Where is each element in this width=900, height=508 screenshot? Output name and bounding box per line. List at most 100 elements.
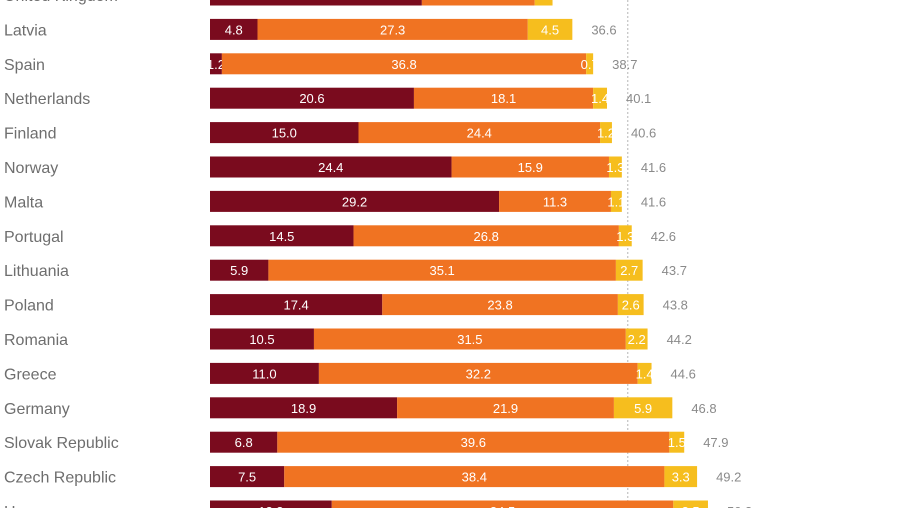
bar-segment-series-2 xyxy=(284,466,665,488)
bar-segment-series-3 xyxy=(534,0,553,6)
total-value-label: 41.6 xyxy=(641,160,666,175)
bar-segment-series-2 xyxy=(331,500,674,508)
segment-value-label: 3.5 xyxy=(682,504,700,508)
total-value-label: 49.2 xyxy=(716,470,741,485)
bar-segment-series-2 xyxy=(268,259,616,281)
category-label: Hungary xyxy=(4,504,64,508)
bar-segment-series-2 xyxy=(499,190,611,212)
bar-segment-series-1 xyxy=(210,225,354,247)
segment-value-label: 7.5 xyxy=(238,470,256,485)
total-value-label: 50.3 xyxy=(727,504,752,508)
segment-value-label: 23.8 xyxy=(487,298,512,313)
segment-value-label: 18.9 xyxy=(291,401,316,416)
segment-value-label: 10.5 xyxy=(249,332,274,347)
bar-segment-series-3 xyxy=(610,190,622,212)
segment-value-label: 5.9 xyxy=(634,401,652,416)
total-value-label: 36.6 xyxy=(591,22,616,37)
category-label: Norway xyxy=(4,160,58,177)
bar-segment-series-1 xyxy=(210,466,285,488)
segment-value-label: 24.4 xyxy=(318,160,343,175)
bar-segment-series-1 xyxy=(210,294,383,316)
total-value-label: 44.2 xyxy=(667,332,692,347)
bar-segment-series-2 xyxy=(318,362,638,384)
bar-segment-series-1 xyxy=(210,87,414,109)
segment-value-label: 4.8 xyxy=(225,22,243,37)
segment-value-label: 1.1 xyxy=(607,194,625,209)
category-label: Finland xyxy=(4,126,56,143)
total-value-label: 42.6 xyxy=(651,229,676,244)
category-label: Romania xyxy=(4,332,68,349)
total-value-label: 40.1 xyxy=(626,91,651,106)
segment-value-label: 1.4 xyxy=(591,91,609,106)
category-label: Spain xyxy=(4,57,45,74)
bar-segment-series-1 xyxy=(210,259,269,281)
segment-value-label: 17.4 xyxy=(283,298,308,313)
category-label: Czech Republic xyxy=(4,470,116,487)
category-label: Lithuania xyxy=(4,263,69,280)
category-label: Portugal xyxy=(4,229,64,246)
bar-segment-series-3 xyxy=(617,294,644,316)
segment-value-label: 21.9 xyxy=(493,401,518,416)
segment-value-label: 2.2 xyxy=(628,332,646,347)
bar-segment-series-1 xyxy=(210,397,398,419)
segment-value-label: 11.0 xyxy=(252,366,276,381)
segment-value-label: 2.6 xyxy=(622,298,640,313)
segment-value-label: 0.7 xyxy=(581,57,599,72)
segment-value-label: 20.6 xyxy=(299,91,324,106)
bar-segment-series-3 xyxy=(586,53,594,75)
segment-value-label: 38.4 xyxy=(462,470,487,485)
segment-value-label: 14.5 xyxy=(269,229,294,244)
segment-value-label: 36.8 xyxy=(391,57,416,72)
bar-segment-series-1 xyxy=(210,500,332,508)
bar-segment-series-2 xyxy=(451,156,609,178)
segment-value-label: 15.0 xyxy=(272,126,297,141)
segment-value-label: 1.3 xyxy=(616,229,634,244)
total-value-label: 44.6 xyxy=(671,366,696,381)
bar-segment-series-1 xyxy=(210,18,258,40)
segment-value-label: 27.3 xyxy=(380,22,405,37)
bar-segment-series-1 xyxy=(210,431,278,453)
bar-segment-series-3 xyxy=(615,259,643,281)
bar-segment-series-3 xyxy=(527,18,573,40)
category-label: Poland xyxy=(4,298,54,315)
segment-value-label: 1.2 xyxy=(207,57,225,72)
segment-value-label: 26.8 xyxy=(474,229,499,244)
segment-value-label: 3.3 xyxy=(672,470,690,485)
bar-segment-series-2 xyxy=(421,0,535,6)
bar-segment-series-3 xyxy=(625,328,648,350)
total-value-label: 43.7 xyxy=(662,263,687,278)
category-label: United Kingdom xyxy=(4,0,118,5)
bar-segment-series-3 xyxy=(600,122,612,144)
category-label: Slovak Republic xyxy=(4,435,119,452)
segment-value-label: 34.5 xyxy=(490,504,515,508)
segment-value-label: 32.2 xyxy=(466,366,491,381)
segment-value-label: 1.4 xyxy=(636,366,654,381)
bar-segment-series-2 xyxy=(313,328,626,350)
bar-segment-series-3 xyxy=(669,431,685,453)
bar-segment-series-2 xyxy=(413,87,594,109)
bar-segment-series-1 xyxy=(210,362,319,384)
segment-value-label: 15.9 xyxy=(518,160,543,175)
segment-value-label: 11.3 xyxy=(543,194,567,209)
bar-segment-series-2 xyxy=(221,53,587,75)
total-value-label: 47.9 xyxy=(703,435,728,450)
segment-value-label: 2.7 xyxy=(620,263,638,278)
total-value-label: 40.6 xyxy=(631,126,656,141)
bar-segment-series-3 xyxy=(608,156,622,178)
segment-value-label: 24.4 xyxy=(467,126,492,141)
bar-segment-series-1 xyxy=(210,122,359,144)
total-value-label: 46.8 xyxy=(691,401,716,416)
category-label: Malta xyxy=(4,194,43,211)
category-label: Latvia xyxy=(4,22,47,39)
segment-value-label: 1.2 xyxy=(597,126,615,141)
bar-segment-series-2 xyxy=(353,225,619,247)
bar-segment-series-2 xyxy=(358,122,601,144)
segment-value-label: 12.3 xyxy=(258,504,283,508)
bar-segment-series-2 xyxy=(382,294,618,316)
segment-value-label: 1.3 xyxy=(606,160,624,175)
bar-segment-series-1 xyxy=(210,328,314,350)
bar-segment-series-1 xyxy=(210,0,422,6)
bar-segment-series-3 xyxy=(673,500,708,508)
bar-segment-series-3 xyxy=(664,466,698,488)
